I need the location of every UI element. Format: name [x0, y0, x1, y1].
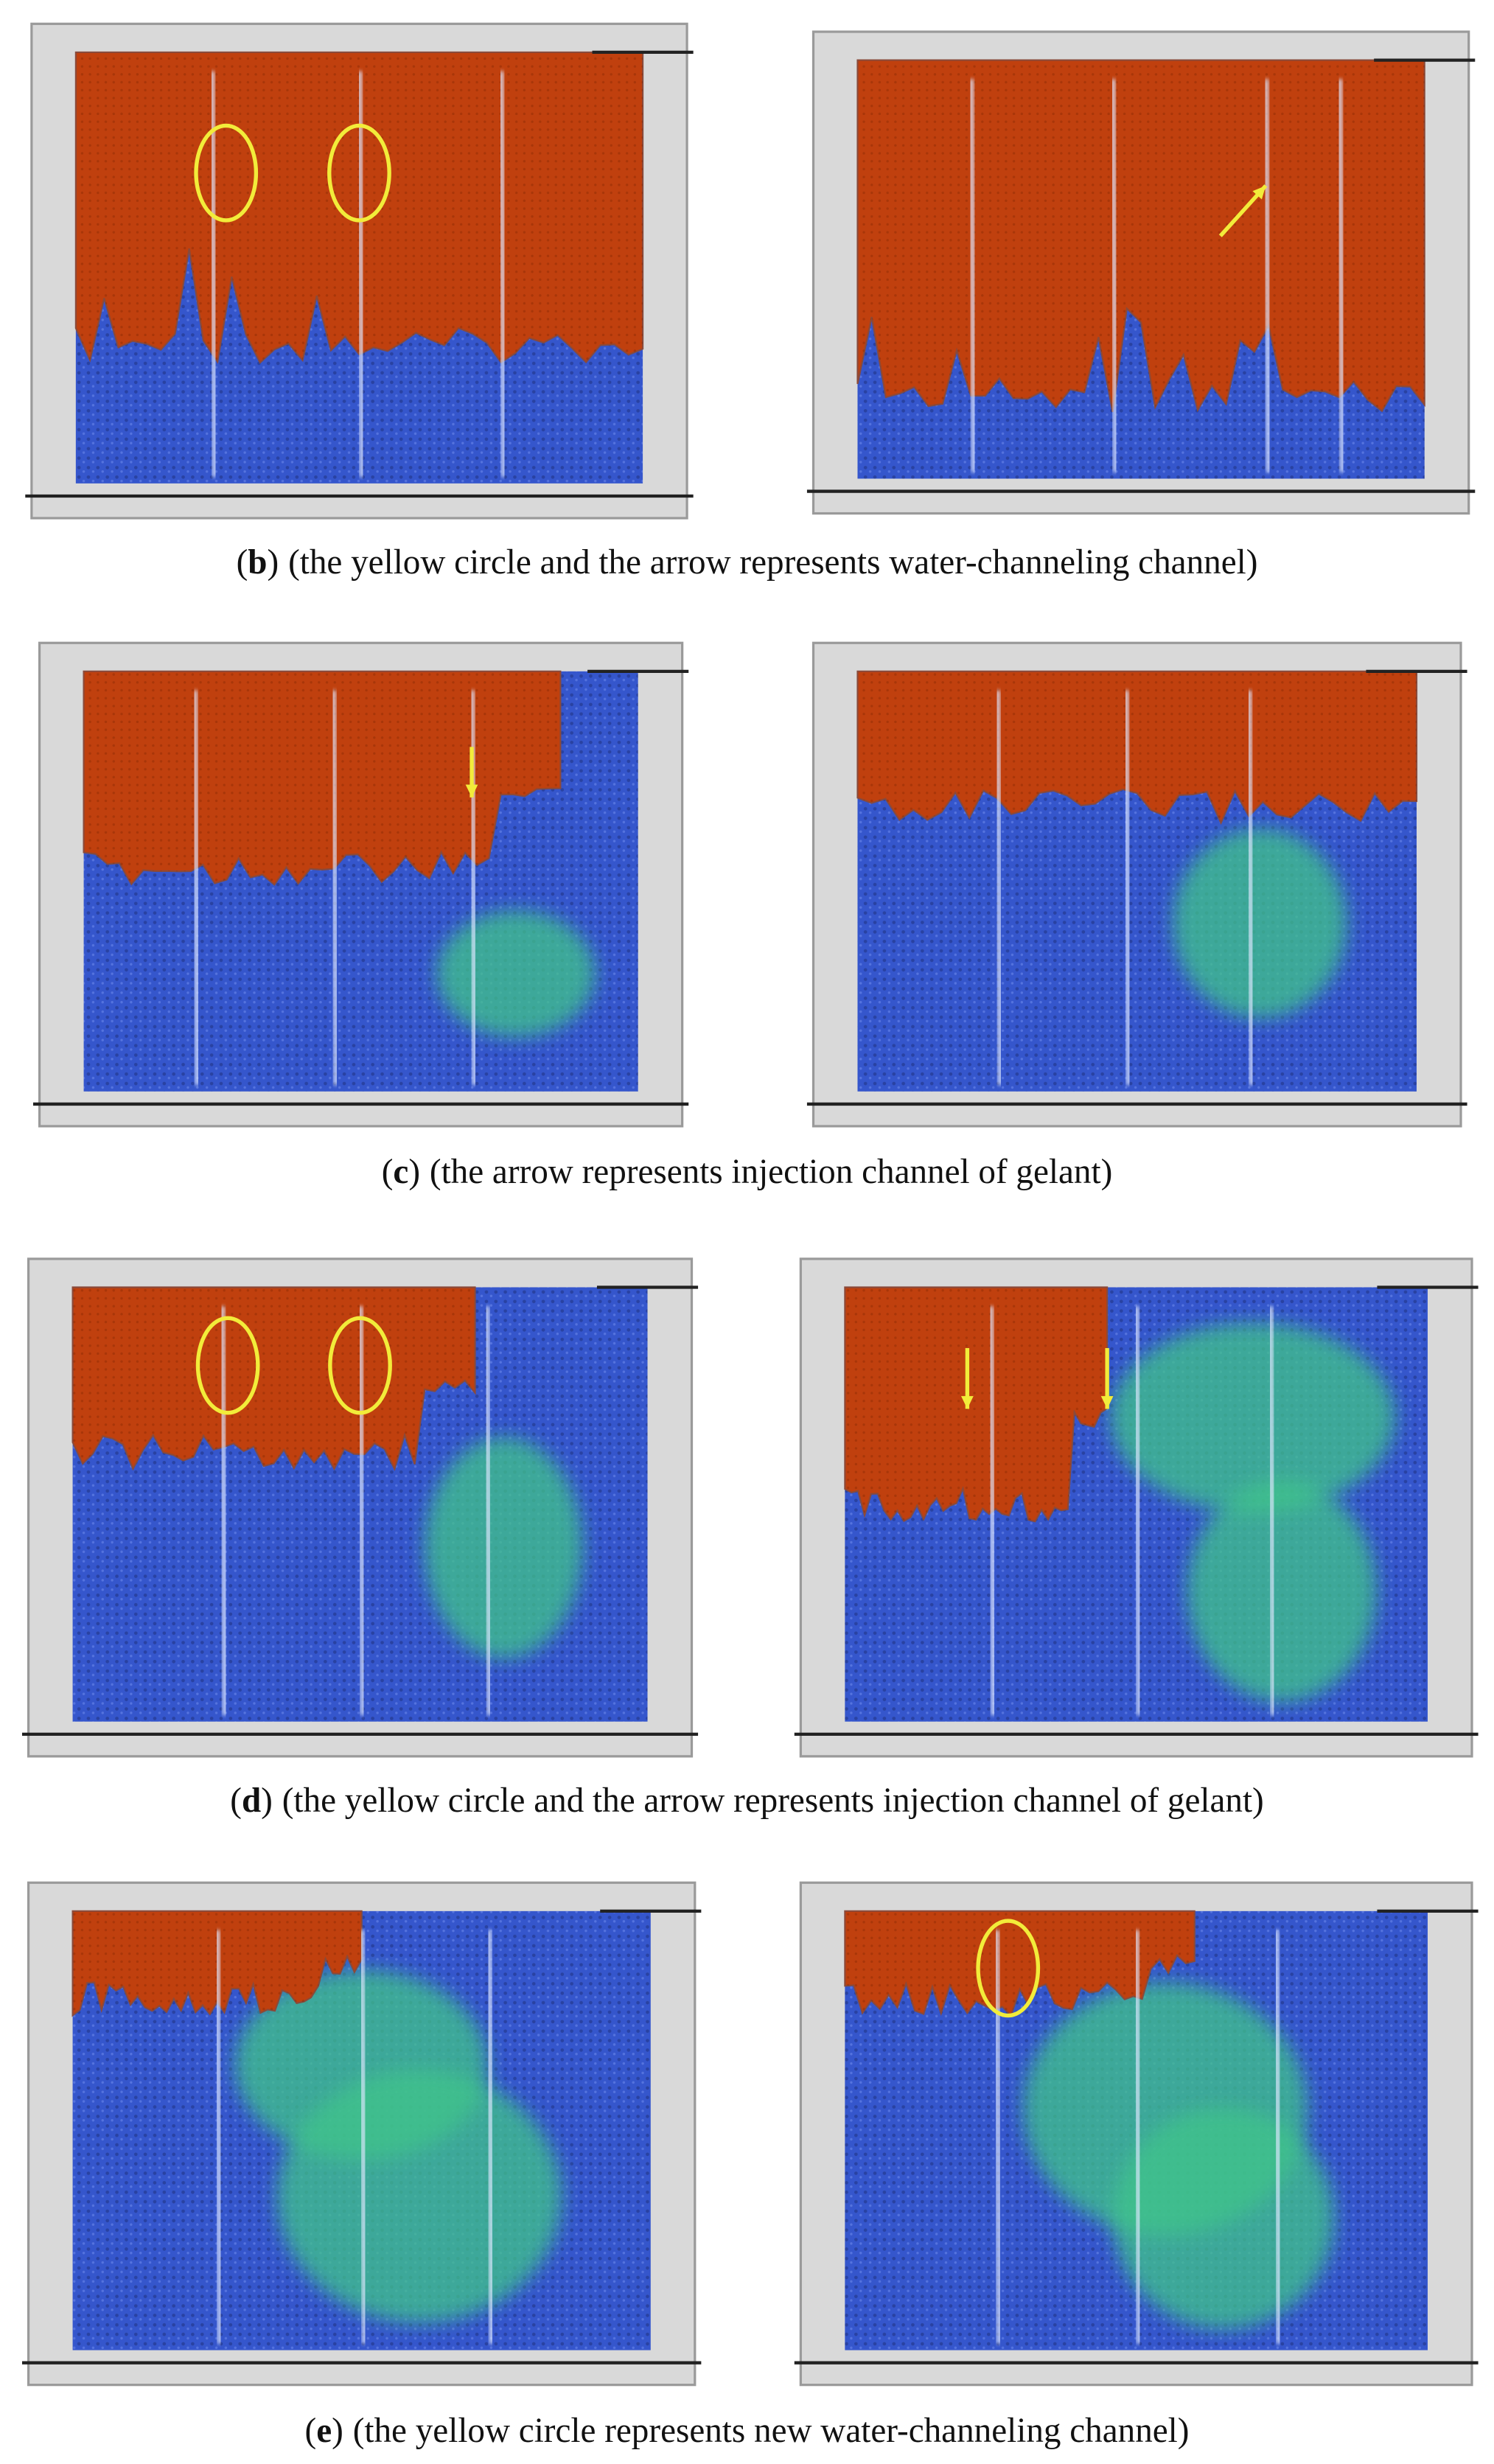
caption-paren: ( — [382, 1153, 394, 1191]
caption-paren: ( — [230, 1781, 242, 1820]
photo — [25, 22, 694, 520]
marker-arrowhead — [1252, 185, 1266, 200]
water-streak — [1246, 690, 1256, 1086]
water-streak — [498, 71, 508, 478]
caption-text: (the yellow circle and the arrow represe… — [282, 1781, 1264, 1820]
water-streak — [1263, 79, 1272, 472]
caption: (b) (the yellow circle and the arrow repr… — [237, 543, 1258, 582]
caption-text: (the yellow circle represents new water-… — [353, 2412, 1190, 2450]
marker-arrowhead — [1100, 1396, 1114, 1409]
water-streak — [214, 1930, 224, 2344]
water-streak — [968, 79, 977, 472]
oil-grain — [72, 1287, 475, 1469]
water-streak — [1133, 1306, 1143, 1716]
water-streak — [483, 1306, 493, 1716]
caption-paren: ( — [237, 543, 248, 582]
water-streak — [1336, 79, 1346, 472]
caption-label: c — [393, 1153, 408, 1191]
water-streak — [1273, 1930, 1283, 2344]
caption: (e) (the yellow circle represents new wat… — [305, 2412, 1190, 2450]
photo — [794, 1257, 1479, 1758]
oil-grain — [83, 671, 561, 885]
caption-label: b — [248, 543, 267, 582]
gel-region — [425, 1437, 583, 1659]
caption-paren: ) — [332, 2412, 343, 2450]
caption-paren: ) — [261, 1781, 273, 1820]
caption-text: (the arrow represents injection channel … — [430, 1153, 1112, 1191]
marker-circle — [328, 1316, 392, 1415]
photo — [32, 641, 689, 1128]
marker-circle — [976, 1919, 1041, 2018]
gel-region — [1173, 828, 1347, 1019]
water-streak — [994, 690, 1004, 1086]
photo — [21, 1881, 702, 2387]
water-streak — [993, 1930, 1003, 2344]
photo — [794, 1881, 1479, 2387]
marker-circle — [195, 1316, 260, 1415]
water-streak — [191, 690, 201, 1086]
caption-label: d — [242, 1781, 261, 1820]
caption: (d) (the yellow circle and the arrow repr… — [230, 1781, 1264, 1820]
gel-region — [1113, 2107, 1335, 2329]
caption: (c) (the arrow represents injection chann… — [382, 1153, 1113, 1191]
photo — [806, 30, 1476, 515]
gel-region — [277, 2070, 562, 2323]
oil-grain — [857, 60, 1425, 412]
oil-grain — [845, 1287, 1108, 1522]
water-streak — [357, 1306, 367, 1716]
caption-label: e — [316, 2412, 332, 2450]
oil-grain — [845, 1910, 1195, 2016]
water-streak — [209, 71, 219, 478]
gel-region — [1187, 1480, 1377, 1702]
gel-region — [437, 910, 596, 1037]
marker-arrowhead — [960, 1396, 974, 1409]
water-streak — [329, 690, 340, 1086]
water-streak — [1267, 1306, 1277, 1716]
caption-paren: ( — [305, 2412, 317, 2450]
photo — [21, 1257, 699, 1758]
marker-circle — [194, 123, 259, 223]
water-streak — [1123, 690, 1133, 1086]
caption-paren: ) — [268, 543, 279, 582]
marker-circle — [327, 123, 391, 223]
photo — [806, 641, 1467, 1128]
marker-arrowhead — [465, 784, 478, 798]
water-streak — [987, 1306, 997, 1716]
caption-text: (the yellow circle and the arrow represe… — [288, 543, 1257, 582]
water-streak — [356, 71, 366, 478]
water-streak — [1133, 1930, 1143, 2344]
water-streak — [358, 1930, 369, 2344]
water-streak — [219, 1306, 228, 1716]
gel-region — [1110, 1322, 1395, 1512]
water-streak — [1109, 79, 1120, 472]
caption-paren: ) — [408, 1153, 420, 1191]
water-streak — [485, 1930, 495, 2344]
